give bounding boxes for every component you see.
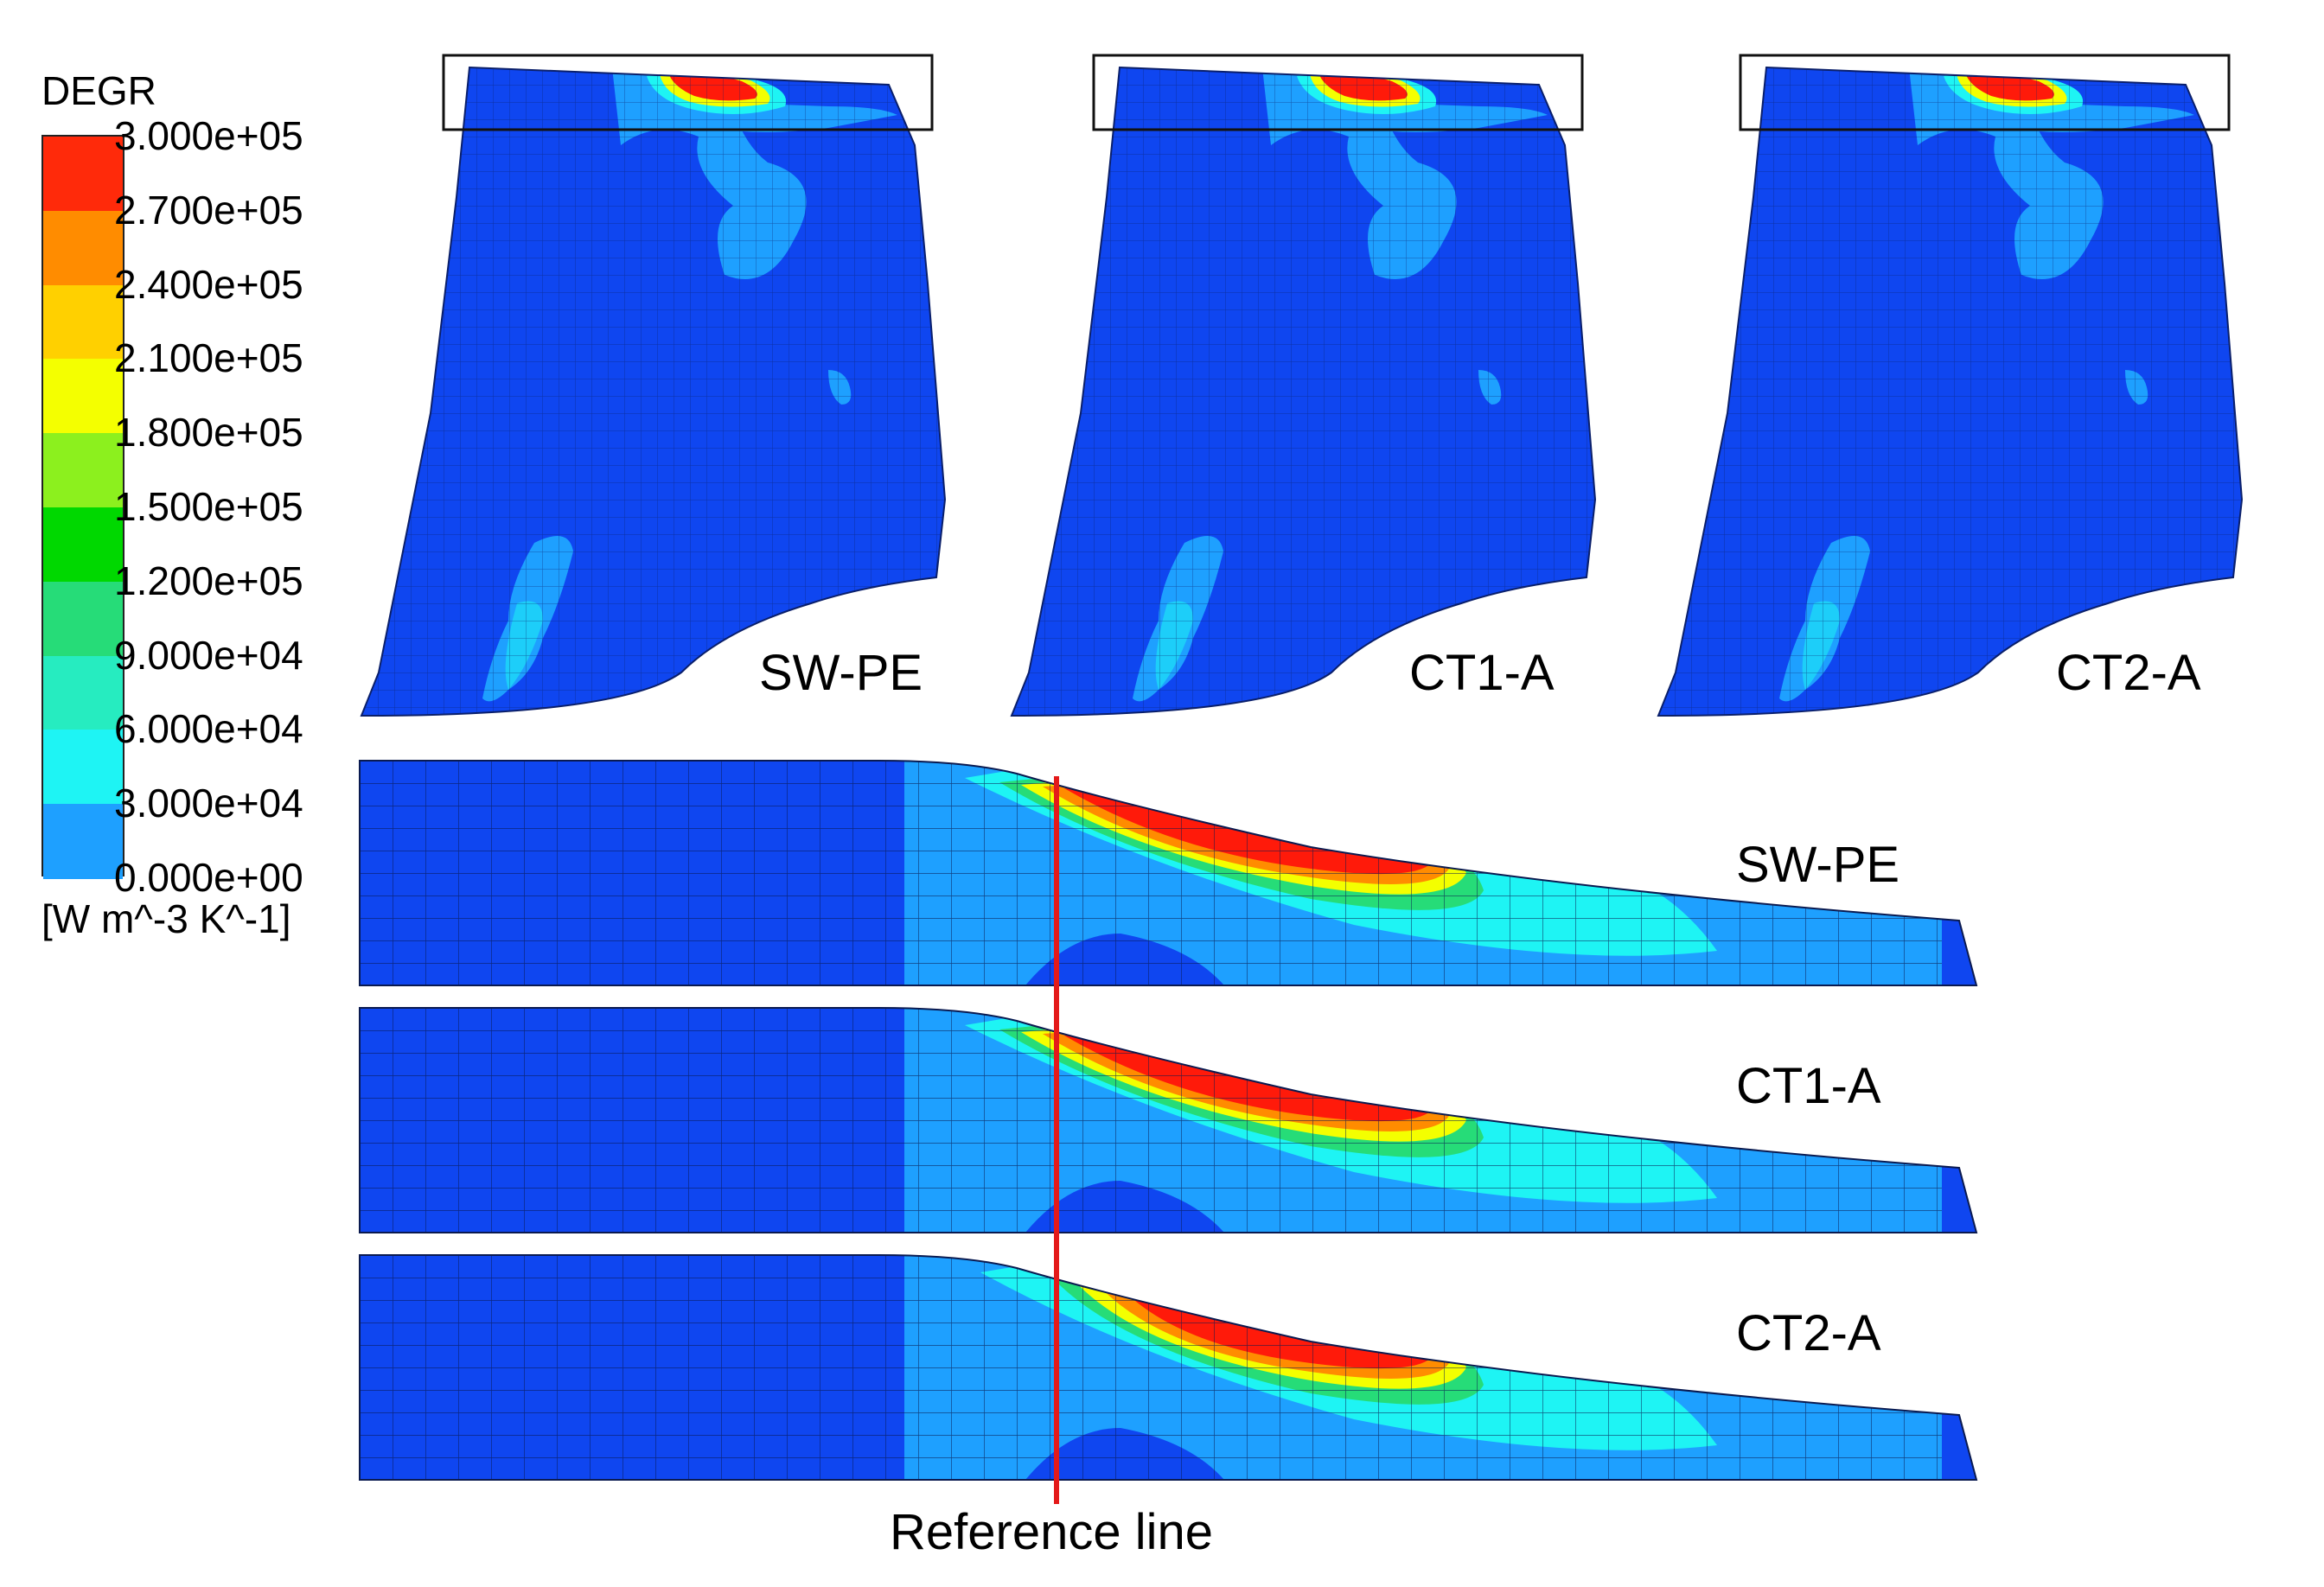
- legend-tick-label: 0.000e+00: [114, 855, 303, 900]
- blade-panel: CT1-A: [1010, 54, 1597, 717]
- bottom-panel-label: CT1-A: [1736, 1058, 1881, 1114]
- blade-outline: [1010, 66, 1597, 717]
- legend-title: DEGR: [42, 68, 156, 113]
- legend-tick-label: 1.800e+05: [114, 410, 303, 456]
- legend-tick-label: 3.000e+05: [114, 113, 303, 158]
- legend-tick-label: 6.000e+04: [114, 706, 303, 752]
- strip-outline: [359, 1254, 1978, 1481]
- top-panel-label: SW-PE: [759, 645, 923, 701]
- legend-swatch: [43, 730, 123, 806]
- blade-outline: [360, 66, 947, 717]
- legend-swatch: [43, 655, 123, 731]
- legend-tick-label: 2.100e+05: [114, 335, 303, 381]
- mesh-grid: [360, 1008, 1976, 1233]
- edge-tip-region: [1942, 1163, 1976, 1233]
- top-panels: SW-PE CT1-A CT2-A: [360, 54, 2244, 717]
- bottom-panel-label: CT2-A: [1736, 1305, 1881, 1361]
- strip-outline: [359, 760, 1978, 986]
- blade-panel: SW-PE: [360, 54, 947, 717]
- strip-panel: CT1-A: [359, 1007, 1978, 1233]
- reference-line-label: Reference line: [890, 1504, 1213, 1560]
- bottom-panel-label: SW-PE: [1736, 837, 1899, 893]
- mesh-grid: [1658, 67, 2242, 716]
- color-legend: DEGR 3.000e+05 2.700e+05 2.400e+05 2.100e+0…: [35, 67, 380, 966]
- blade-panel: CT2-A: [1657, 54, 2244, 717]
- zoom-region-box: [442, 54, 934, 131]
- mesh-grid: [1012, 67, 1595, 716]
- legend-swatch: [43, 507, 123, 583]
- top-panel-label: CT1-A: [1409, 645, 1555, 701]
- mesh-grid: [360, 1255, 1976, 1480]
- legend-unit: [W m^-3 K^-1]: [42, 896, 291, 941]
- strip-panel: SW-PE: [359, 760, 1978, 986]
- edge-tip-region: [1942, 916, 1976, 985]
- legend-tick-label: 1.500e+05: [114, 484, 303, 529]
- legend-tick-label: 3.000e+04: [114, 781, 303, 826]
- legend-swatch: [43, 210, 123, 286]
- blade-outline: [1657, 66, 2244, 717]
- legend-swatch: [43, 137, 123, 212]
- strip-outline: [359, 1007, 1978, 1233]
- legend-color-bar: [42, 135, 124, 879]
- mesh-grid: [361, 67, 945, 716]
- legend-swatch: [43, 804, 123, 879]
- top-panel-label: CT2-A: [2056, 645, 2201, 701]
- edge-tip-region: [1942, 1411, 1976, 1480]
- legend-tick-label: 2.400e+05: [114, 261, 303, 307]
- legend-tick-label: 9.000e+04: [114, 632, 303, 678]
- zoom-region-box: [1739, 54, 2231, 131]
- legend-tick-label: 2.700e+05: [114, 187, 303, 233]
- legend-tick-label: 1.200e+05: [114, 558, 303, 603]
- legend-swatch: [43, 284, 123, 360]
- legend-swatch: [43, 581, 123, 657]
- legend-swatch: [43, 359, 123, 435]
- zoom-region-box: [1092, 54, 1584, 131]
- strip-panel: CT2-A: [359, 1254, 1978, 1481]
- legend-swatch: [43, 433, 123, 508]
- bottom-panels: SW-PE CT1-A CT2-A: [359, 760, 1978, 1481]
